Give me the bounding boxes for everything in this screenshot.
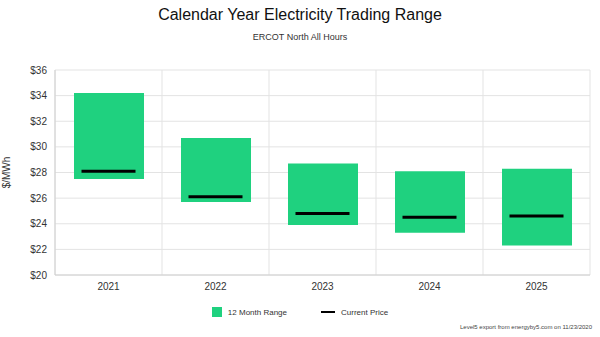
svg-text:2021: 2021 xyxy=(97,281,120,292)
svg-text:2024: 2024 xyxy=(418,281,441,292)
svg-text:$/MWh: $/MWh xyxy=(8,157,12,189)
html-text:Calendar Year Electricity Trad: Calendar Year Electricity Trading Range xyxy=(158,6,442,23)
html-text:12 Month Range: 12 Month Range xyxy=(227,307,287,317)
svg-text:$20: $20 xyxy=(30,270,47,281)
html-text:Current Price: Current Price xyxy=(341,307,389,317)
svg-text:$26: $26 xyxy=(30,193,47,204)
svg-text:2025: 2025 xyxy=(525,281,548,292)
svg-text:$36: $36 xyxy=(30,65,47,76)
svg-text:$30: $30 xyxy=(30,141,47,152)
svg-text:$24: $24 xyxy=(30,218,47,229)
svg-text:2022: 2022 xyxy=(204,281,227,292)
html-text:ERCOT North All Hours: ERCOT North All Hours xyxy=(252,32,348,42)
svg-text:$22: $22 xyxy=(30,244,47,255)
svg-text:$28: $28 xyxy=(30,167,47,178)
svg-text:2023: 2023 xyxy=(311,281,334,292)
html-text:Level5 export from energyby5.c: Level5 export from energyby5.com on 11/2… xyxy=(460,324,592,330)
svg-text:$34: $34 xyxy=(30,90,47,101)
svg-text:$32: $32 xyxy=(30,116,47,127)
